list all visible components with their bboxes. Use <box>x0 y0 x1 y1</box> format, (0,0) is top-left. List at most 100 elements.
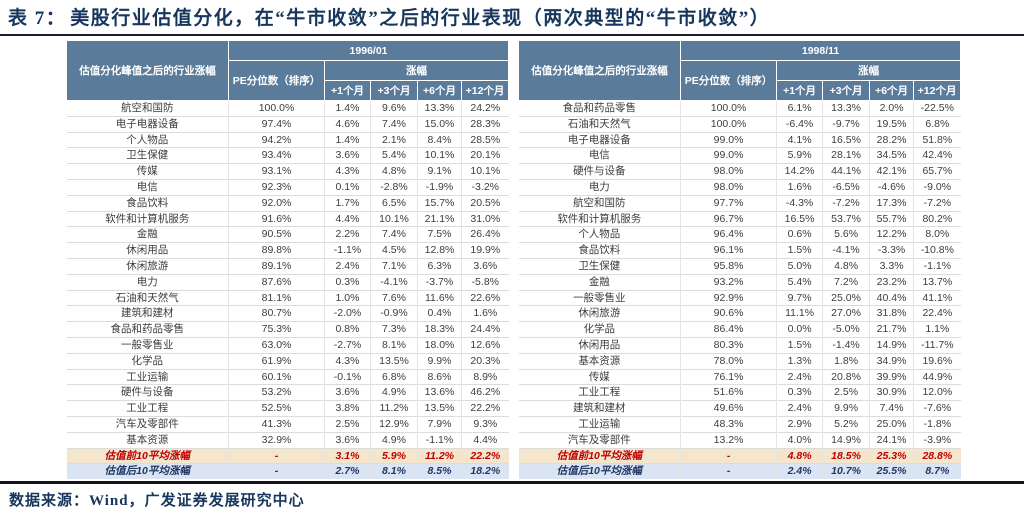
return-value-cell: 3.6% <box>324 431 371 449</box>
table-row: 化学品 61.9% 4.3% 13.5% 9.9% 20.3% <box>66 352 509 370</box>
return-value-cell: 21.1% <box>417 210 462 227</box>
pe-percentile-cell: 61.9% <box>228 352 325 370</box>
return-value-cell: -2.0% <box>324 305 371 322</box>
return-value-cell: 2.4% <box>324 257 371 275</box>
return-value-cell: 44.1% <box>822 163 871 180</box>
return-value-cell: 2.4% <box>776 400 824 417</box>
return-value-cell: 11.2% <box>370 400 418 417</box>
return-value-cell: 65.7% <box>913 163 961 180</box>
table-row: 工业运输 48.3% 2.9% 5.2% 25.0% -1.8% <box>518 415 961 433</box>
return-value-cell: -22.5% <box>913 100 961 117</box>
return-value-cell: -6.5% <box>822 178 871 196</box>
industry-cell: 工业工程 <box>66 400 229 417</box>
return-value-cell: -4.1% <box>822 242 871 259</box>
pe-percentile-cell: 52.5% <box>228 400 325 417</box>
data-source: 数据来源：Wind，广发证券发展研究中心 <box>0 489 1024 510</box>
pe-percentile-cell: 87.6% <box>228 273 325 291</box>
table-body: 航空和国防 100.0% 1.4% 9.6% 13.3% 24.2% 电子电器设备 97.4%… <box>66 100 509 449</box>
return-value-cell: 5.9% <box>370 447 418 464</box>
col-header-month-12: +12个月 <box>460 80 510 101</box>
return-value-cell: 2.2% <box>324 226 371 243</box>
table-body: 食品和药品零售 100.0% 6.1% 13.3% 2.0% -22.5% 石油和天然气 10… <box>518 100 961 449</box>
table-row: 休闲旅游 90.6% 11.1% 27.0% 31.8% 22.4% <box>518 305 961 322</box>
industry-cell: 食品和药品零售 <box>66 321 229 338</box>
industry-cell: 休闲旅游 <box>518 305 682 322</box>
return-value-cell: 6.8% <box>370 368 418 385</box>
industry-cell: 食品和药品零售 <box>518 100 682 117</box>
industry-cell: 卫生保健 <box>518 257 682 275</box>
return-value-cell: 13.3% <box>417 100 462 117</box>
return-value-cell: 0.4% <box>417 305 462 322</box>
return-value-cell: 4.1% <box>776 131 824 148</box>
return-value-cell: -4.6% <box>869 178 915 196</box>
return-value-cell: 8.9% <box>460 368 509 385</box>
table-row: 航空和国防 100.0% 1.4% 9.6% 13.3% 24.2% <box>66 100 509 117</box>
return-value-cell: -5.8% <box>460 273 509 291</box>
return-value-cell: 20.1% <box>460 147 509 164</box>
return-value-cell: 3.8% <box>324 400 371 417</box>
return-value-cell: 11.6% <box>417 289 462 306</box>
return-value-cell: 9.6% <box>370 100 418 117</box>
return-value-cell: 4.8% <box>822 257 871 275</box>
return-value-cell: 12.9% <box>370 415 418 433</box>
return-value-cell: 53.7% <box>822 210 871 227</box>
return-value-cell: 16.5% <box>776 210 824 227</box>
return-value-cell: 27.0% <box>822 305 871 322</box>
table-header: 估值分化峰值之后的行业涨幅 1998/11 PE分位数（排序） 涨幅 +1个月 … <box>518 40 962 101</box>
table-row: 卫生保健 93.4% 3.6% 5.4% 10.1% 20.1% <box>66 147 509 164</box>
pe-percentile-cell: 97.4% <box>228 115 325 133</box>
industry-cell: 石油和天然气 <box>518 115 682 133</box>
title-divider <box>0 34 1024 36</box>
industry-cell: 金融 <box>518 273 682 291</box>
return-value-cell: 7.9% <box>417 415 462 433</box>
return-value-cell: 22.2% <box>460 447 509 464</box>
return-value-cell: 34.5% <box>869 147 915 164</box>
industry-cell: 硬件与设备 <box>518 163 682 180</box>
return-value-cell: 3.3% <box>869 257 915 275</box>
return-value-cell: 1.7% <box>324 194 371 212</box>
table-row: 航空和国防 97.7% -4.3% -7.2% 17.3% -7.2% <box>518 194 961 212</box>
col-header-month-1: +1个月 <box>776 80 824 101</box>
industry-cell: 一般零售业 <box>66 336 229 354</box>
return-value-cell: 15.7% <box>417 194 462 212</box>
col-header-period: 1998/11 <box>680 40 962 61</box>
table-row: 一般零售业 92.9% 9.7% 25.0% 40.4% 41.1% <box>518 289 961 306</box>
return-value-cell: 13.5% <box>370 352 418 370</box>
return-value-cell: 31.8% <box>869 305 915 322</box>
return-value-cell: 19.9% <box>460 242 509 259</box>
industry-cell: 估值后10平均涨幅 <box>518 463 682 480</box>
summary-row: 估值前10平均涨幅 -3.1% 5.9% 11.2% 22.2% <box>66 447 509 464</box>
table-row: 化学品 86.4% 0.0% -5.0% 21.7% 1.1% <box>518 321 961 338</box>
industry-cell: 传媒 <box>518 368 682 385</box>
industry-cell: 工业工程 <box>518 384 682 401</box>
return-value-cell: 2.9% <box>776 415 824 433</box>
return-value-cell: 25.5% <box>869 463 915 480</box>
pe-percentile-cell: 98.0% <box>680 178 778 196</box>
pe-percentile-cell: - <box>228 447 325 464</box>
table-row: 卫生保健 95.8% 5.0% 4.8% 3.3% -1.1% <box>518 257 961 275</box>
table-row: 基本资源 78.0% 1.3% 1.8% 34.9% 19.6% <box>518 352 961 370</box>
return-value-cell: 1.0% <box>324 289 371 306</box>
pe-percentile-cell: - <box>680 463 778 480</box>
return-value-cell: 9.3% <box>460 415 509 433</box>
industry-cell: 石油和天然气 <box>66 289 229 306</box>
table-row: 建筑和建材 80.7% -2.0% -0.9% 0.4% 1.6% <box>66 305 509 322</box>
return-value-cell: 4.8% <box>776 447 824 464</box>
return-value-cell: -9.7% <box>822 115 871 133</box>
return-value-cell: 18.5% <box>822 447 871 464</box>
return-value-cell: 26.4% <box>460 226 509 243</box>
data-source-label: 数据来源： <box>9 493 90 510</box>
return-value-cell: 1.3% <box>776 352 824 370</box>
return-value-cell: 46.2% <box>460 384 509 401</box>
return-value-cell: 2.1% <box>370 131 418 148</box>
bottom-divider <box>0 481 1024 485</box>
return-value-cell: -0.9% <box>370 305 418 322</box>
pe-percentile-cell: 53.2% <box>228 384 325 401</box>
pe-percentile-cell: 99.0% <box>680 147 778 164</box>
return-value-cell: 4.3% <box>324 163 371 180</box>
pe-percentile-cell: 48.3% <box>680 415 778 433</box>
col-header-pe: PE分位数（排序） <box>680 60 778 101</box>
return-value-cell: 4.9% <box>370 431 418 449</box>
return-value-cell: 10.1% <box>460 163 509 180</box>
table-title: 表 7： 美股行业估值分化，在“牛市收敛”之后的行业表现（两次典型的“牛市收敛”） <box>0 0 1024 31</box>
